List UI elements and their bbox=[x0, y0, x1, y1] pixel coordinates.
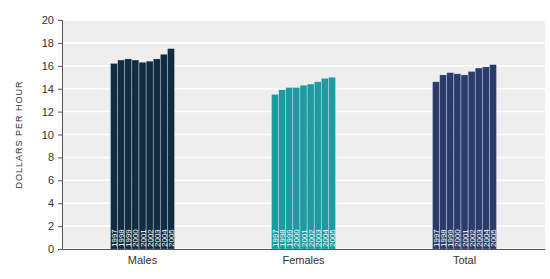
x-tick: Males bbox=[128, 249, 158, 266]
bar bbox=[279, 90, 286, 249]
y-tick-label: 10 bbox=[42, 129, 54, 141]
bar bbox=[146, 61, 153, 249]
bar bbox=[433, 82, 440, 249]
x-tick: Females bbox=[282, 249, 325, 266]
bar bbox=[168, 49, 175, 249]
bar-labels: 1997199819992000200120022003200420051997… bbox=[110, 229, 498, 247]
bar bbox=[329, 77, 336, 249]
bar bbox=[300, 85, 307, 249]
bar bbox=[482, 67, 489, 249]
y-tick-mark bbox=[58, 135, 62, 136]
y-tick: 8 bbox=[48, 151, 62, 163]
bar bbox=[440, 75, 447, 249]
y-tick-mark bbox=[58, 66, 62, 67]
chart: 0 2 4 6 8 10 12 14 16 18 20 19971998199920002001200… bbox=[0, 0, 550, 279]
y-tick: 18 bbox=[42, 37, 62, 49]
bar bbox=[447, 73, 454, 249]
y-tick-label: 16 bbox=[42, 60, 54, 72]
y-tick: 14 bbox=[42, 83, 62, 95]
y-tick-label: 4 bbox=[48, 197, 54, 209]
bar-year-label: 2005 bbox=[489, 229, 498, 247]
bar bbox=[307, 84, 314, 249]
y-tick: 2 bbox=[48, 220, 62, 232]
y-tick-mark bbox=[58, 203, 62, 204]
bar bbox=[461, 75, 468, 249]
plot: 0 2 4 6 8 10 12 14 16 18 20 19971998199920002001200… bbox=[42, 14, 546, 266]
y-tick-mark bbox=[58, 180, 62, 181]
y-tick-mark bbox=[58, 20, 62, 21]
y-tick: 6 bbox=[48, 174, 62, 186]
y-tick: 10 bbox=[42, 129, 62, 141]
bar bbox=[111, 64, 118, 249]
y-tick-label: 18 bbox=[42, 37, 54, 49]
y-tick-mark bbox=[58, 89, 62, 90]
y-tick: 12 bbox=[42, 106, 62, 118]
y-tick-mark bbox=[58, 112, 62, 113]
y-axis-line bbox=[58, 21, 63, 250]
grid-line bbox=[62, 42, 545, 44]
bar-year-label: 2005 bbox=[167, 229, 176, 247]
x-tick-label: Females bbox=[282, 254, 325, 266]
y-tick-mark bbox=[58, 249, 62, 250]
y-tick-label: 8 bbox=[48, 151, 54, 163]
x-tick-label: Total bbox=[453, 254, 476, 266]
bar bbox=[454, 74, 461, 249]
bar bbox=[132, 60, 139, 249]
y-tick-label: 20 bbox=[42, 14, 54, 26]
grid-line bbox=[62, 19, 545, 21]
y-axis-title: DOLLARS PER HOUR bbox=[14, 80, 24, 188]
y-tick-label: 6 bbox=[48, 174, 54, 186]
bar bbox=[125, 59, 132, 249]
bar bbox=[118, 60, 125, 249]
bar bbox=[293, 88, 300, 249]
x-tick-label: Males bbox=[128, 254, 158, 266]
bar bbox=[490, 65, 497, 249]
bars bbox=[111, 49, 497, 249]
plot-background bbox=[62, 20, 545, 249]
y-axis: 0 2 4 6 8 10 12 14 16 18 20 bbox=[42, 14, 63, 255]
x-tick: Total bbox=[453, 249, 476, 266]
y-tick-mark bbox=[58, 226, 62, 227]
y-tick-mark bbox=[58, 157, 62, 158]
bar bbox=[314, 82, 321, 249]
y-tick: 16 bbox=[42, 60, 62, 72]
x-axis-line bbox=[63, 249, 546, 250]
bar bbox=[160, 54, 167, 249]
y-tick-label: 0 bbox=[48, 243, 54, 255]
bar bbox=[468, 72, 475, 249]
bar bbox=[272, 94, 279, 249]
y-tick: 20 bbox=[42, 14, 62, 26]
bar-year-label: 2005 bbox=[328, 229, 337, 247]
y-tick-label: 14 bbox=[42, 83, 54, 95]
y-tick: 0 bbox=[48, 243, 62, 255]
y-tick-label: 12 bbox=[42, 106, 54, 118]
y-tick-mark bbox=[58, 43, 62, 44]
bar bbox=[153, 59, 160, 249]
y-tick-label: 2 bbox=[48, 220, 54, 232]
bar bbox=[475, 68, 482, 249]
y-tick: 4 bbox=[48, 197, 62, 209]
x-axis: Males Females Total bbox=[63, 249, 546, 266]
bar bbox=[139, 62, 146, 249]
bar bbox=[286, 88, 293, 249]
bar bbox=[321, 78, 328, 249]
